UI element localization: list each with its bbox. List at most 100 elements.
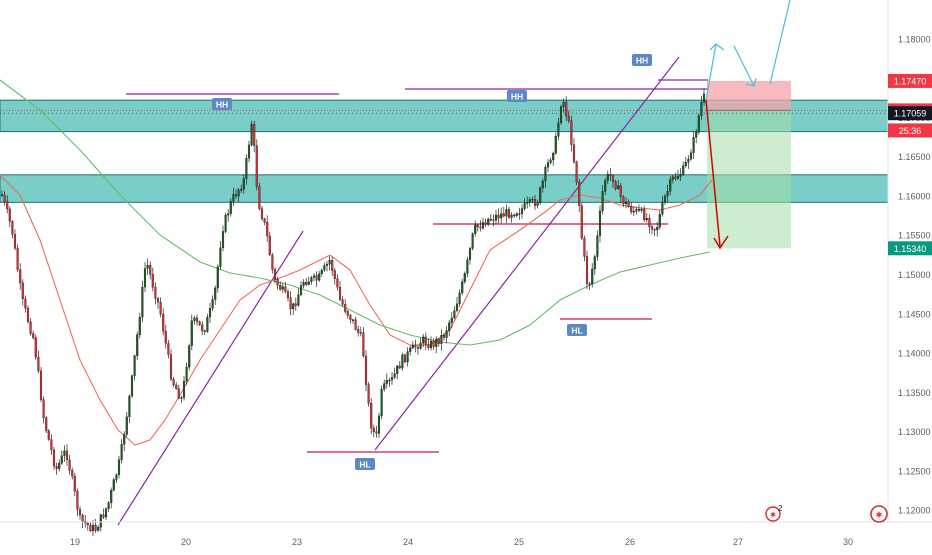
projection-down-arrow[interactable] [733,45,755,87]
candle-body [562,101,565,107]
candle-body [138,317,141,335]
candle-body [273,269,277,280]
news-icon[interactable] [870,505,888,523]
candle-body [78,509,82,516]
candle-body [596,235,599,257]
candle-body [539,187,542,204]
candle-body [702,93,706,103]
candle-body [164,331,167,344]
candle-body [416,347,420,349]
candle-body [281,286,284,290]
candle-body [354,319,357,330]
candle-body [336,278,339,288]
candle-body [55,466,58,469]
candle-body [146,265,149,269]
candle-body [502,213,505,217]
candle-body [661,201,664,215]
short-position-tool[interactable] [707,80,791,249]
candle-body [578,181,581,206]
candle-body [398,365,401,369]
candle-body [180,397,183,399]
candle-body [427,344,430,349]
candle-body [68,459,71,471]
candle-body [515,213,518,216]
candle-body [154,287,157,299]
price-label-box [888,73,932,88]
y-tick-label: 1.14000 [898,349,931,359]
corner-badges[interactable]: ✱2✱ [765,504,888,523]
candle-body [302,282,305,286]
candle-body [32,333,35,338]
candle-body [692,137,695,153]
candle-body [323,265,326,271]
candle-body [320,269,323,275]
projection-up-arrow-1[interactable] [705,43,717,101]
candle-body [448,322,451,331]
x-tick-label: 30 [843,537,853,547]
candle-body [663,195,667,203]
candle-body [362,332,365,357]
x-tick-label: 27 [733,537,743,547]
alert-icon[interactable] [765,506,781,522]
candle-body [684,162,687,167]
projection-up-arrow-2[interactable] [769,0,791,85]
candle-body [185,367,188,382]
candle-body [640,209,643,211]
candle-body [393,373,396,378]
candle-body [294,303,297,306]
candle-body [250,123,253,146]
candle-body [193,317,196,321]
candle-body [507,209,511,218]
candle-body [671,176,674,180]
candle-body [554,136,557,154]
candle-body [214,287,217,300]
candle-body [190,320,193,346]
swing-label: HH [636,56,648,66]
candle-body [536,202,539,206]
candle-body [474,224,477,234]
short-target-arrow[interactable] [705,99,721,247]
candle-body [653,229,656,231]
candle-body [648,218,651,227]
candle-body [479,226,482,229]
candle-body [94,525,97,531]
candle-body [401,354,404,369]
candle-body [419,342,422,349]
candle-body [0,194,4,197]
candle-body [26,308,30,322]
take-profit-area[interactable] [707,110,791,249]
arrowhead [713,235,729,250]
candle-body [455,303,459,311]
candle-body [674,176,677,179]
candle-body [349,315,352,321]
candle-body [619,185,622,197]
candle-body [656,227,659,231]
candle-body [159,302,162,315]
candle-body [268,235,271,256]
y-tick-label: 1.16000 [898,191,931,201]
candle-body [669,179,672,192]
stop-loss-area[interactable] [707,80,791,111]
candle-body [531,199,534,201]
price-label: 1.17470 [894,76,927,86]
candle-body [89,524,92,532]
candle-body [658,214,661,228]
trendline-2[interactable] [374,56,680,451]
candle-body [697,115,700,133]
candle-body [518,213,521,215]
alert-count: 2 [778,504,783,513]
candle-body [624,201,628,205]
drawing-lines[interactable] [0,56,888,526]
candle-body [19,269,22,284]
projection-arrows[interactable] [705,0,791,250]
candle-body [242,178,245,190]
candle-body [21,282,24,300]
swing-label-box [212,98,232,110]
swing-label-box [507,90,527,102]
candle-body [689,152,693,160]
trendline-1[interactable] [117,230,304,526]
candle-body [476,224,479,228]
candle-body [383,383,386,390]
